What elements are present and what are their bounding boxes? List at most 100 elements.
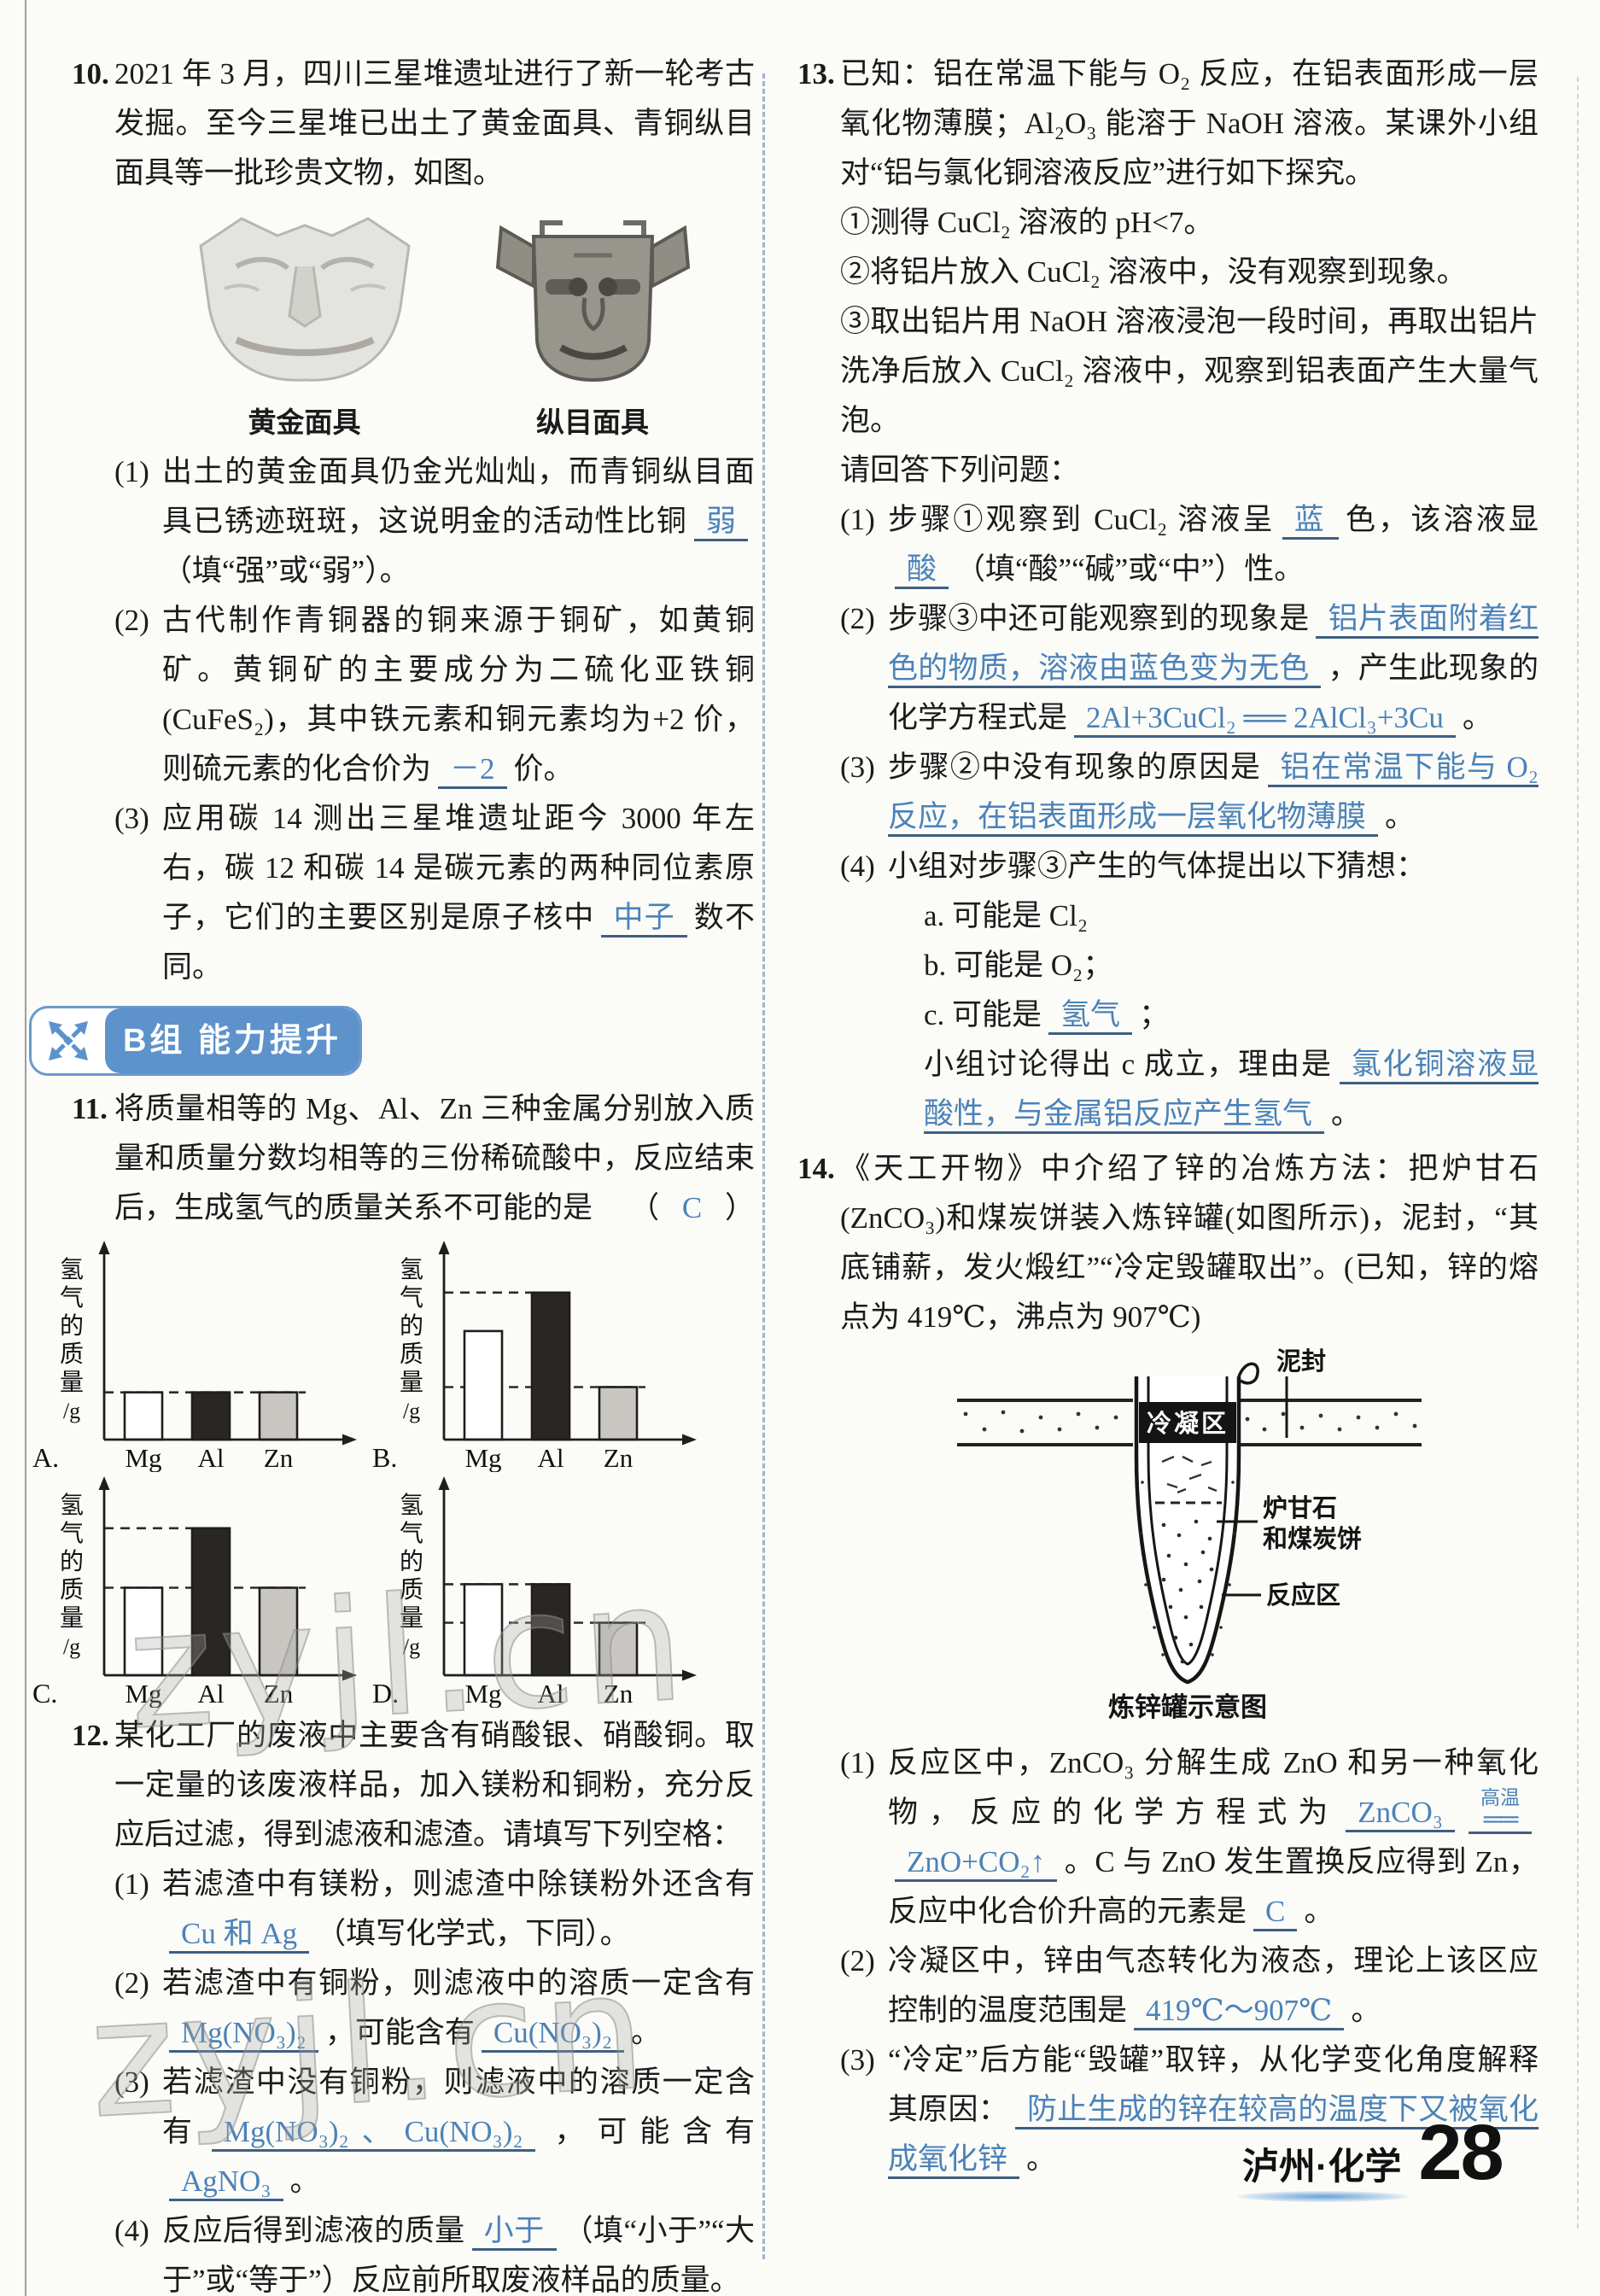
question-13-intro: 已知：铝在常温下能与 O₂ 反应，在铝表面形成一层氧化物薄膜；Al₂O₃ 能溶于… [840, 57, 1539, 190]
answer-blank: 弱 [693, 505, 748, 541]
answer-blank: 氯化铜溶液显酸性，与金属铝反应产生氢气 [924, 1048, 1539, 1134]
diagram-caption: 炼锌罐示意图 [1108, 1692, 1267, 1722]
svg-text:Zn: Zn [264, 1679, 294, 1708]
calamine-label-1: 炉甘石 [1263, 1494, 1337, 1522]
svg-text:的: 的 [400, 1312, 423, 1340]
answer-blank: ZnO+CO₂↑ [895, 1845, 1058, 1882]
text-run: 冷凝区中，锌由气态转化为液态，理论上该区应控制的温度范围是 [888, 1944, 1539, 2027]
text-run: 。 [1462, 701, 1492, 734]
q12-part-2: (2) 若滤渣中有铜粉，则滤液中的溶质一定含有 Mg(NO₃)₂ ，可能含有 Cu(N… [114, 1959, 755, 2058]
text-run: ，产生此现象的化学方程式是 [888, 651, 1539, 734]
answer-blank: －2 [438, 752, 507, 789]
svg-text:质: 质 [60, 1576, 84, 1604]
badge-label: B组 能力提升 [122, 1023, 342, 1059]
text-run: 。 [1304, 1895, 1334, 1928]
answer-blank: C [1253, 1895, 1298, 1931]
q12-part-4: (4) 反应后得到滤液的质量 小于 （填“小于”“大于”或“等于”）反应前所取废液样… [114, 2206, 755, 2296]
mud-seal-label: 泥封 [1276, 1347, 1326, 1376]
svg-text:/g: /g [403, 1634, 420, 1659]
part-text: “冷定”后方能“毁罐”取锌，从化学变化角度解释其原因： 防止生成的锌在较高的温度下… [888, 2043, 1539, 2179]
question-10-intro: 2021 年 3 月，四川三星堆遗址进行了新一轮考古发掘。至今三星堆已出土了黄金… [114, 57, 755, 190]
answer-blank: 蓝 [1282, 503, 1339, 540]
part-number: (3) [840, 2043, 875, 2077]
q13-prompt: 请回答下列问题： [840, 453, 1080, 487]
part-number: (2) [840, 602, 875, 635]
condensation-zone-label: 冷凝区 [1147, 1410, 1229, 1438]
text-run: （填“小于”“大于”或“等于”）反应前所取废液样品的质量。 [162, 2214, 755, 2296]
text-run: 小组对步骤③产生的气体提出以下猜想： [888, 850, 1427, 883]
svg-text:B.: B. [372, 1442, 397, 1472]
text-run: b. 可能是 O₂； [924, 949, 1113, 982]
svg-text:气: 气 [60, 1284, 84, 1312]
upper-marks [1161, 1455, 1218, 1494]
q10-part-2: (2) 古代制作青铜器的铜来源于铜矿，如黄铜矿。黄铜矿的主要成分为二硫化亚铁铜(… [114, 596, 755, 794]
footer-swoosh-decoration [1237, 2191, 1410, 2202]
page-footer: 泸州·化学 28 [1237, 2113, 1504, 2202]
part-number: (1) [840, 503, 875, 536]
gold-mask-figure: 黄金面具 [177, 207, 433, 442]
page-edge-dashed-line [1577, 77, 1579, 2229]
answer-choice: （ C ） [629, 1183, 755, 1233]
wall-texture-dots [1139, 1481, 1236, 1656]
answer-blank: 2Al+3CuCl₂ ══ 2AlCl₃+3Cu [1074, 701, 1456, 738]
part-text: 应用碳 14 测出三星堆遗址距今 3000 年左右，碳 12 和碳 14 是碳元… [162, 802, 755, 984]
q11-option-chart-A: 氢气的质量/g Mg Al Zn A. [29, 1236, 369, 1473]
question-14-intro: 《天工开物》中介绍了锌的冶炼方法：把炉甘石(ZnCO₃)和煤炭饼装入炼锌罐(如图… [840, 1152, 1539, 1334]
q10-part-1: (1) 出土的黄金面具仍金光灿灿，而青铜纵目面具已锈迹斑斑，这说明金的活动性比铜… [114, 447, 755, 596]
part-number: (3) [114, 2065, 149, 2099]
footer-edition: 泸州·化学 [1237, 2137, 1410, 2202]
stem-text: 将质量相等的 Mg、Al、Zn 三种金属分别放入质量和质量分数均相等的三份稀硫酸… [114, 1092, 755, 1224]
q14-part-1: (1) 反应区中，ZnCO₃ 分解生成 ZnO 和另一种氧化物，反应的化学方程式… [840, 1738, 1539, 1937]
svg-text:量: 量 [400, 1370, 423, 1396]
svg-text:Mg: Mg [464, 1443, 501, 1472]
svg-text:/g: /g [63, 1399, 80, 1423]
svg-text:Mg: Mg [125, 1679, 161, 1708]
text-run: 。 [1331, 1097, 1362, 1130]
equation-condition: 高温 ══ [1469, 1788, 1532, 1834]
part-text: 若滤渣中没有铜粉，则滤液中的溶质一定含有 Mg(NO₃)₂、Cu(NO₃)₂ ，可能… [162, 2065, 755, 2201]
q13-step-2: ②将铝片放入 CuCl₂ 溶液中，没有观察到现象。 [840, 255, 1467, 289]
answer-blank: 防止生成的锌在较高的温度下又被氧化成氧化锌 [888, 2093, 1539, 2179]
text-run: 。 [1026, 2142, 1057, 2176]
svg-text:A.: A. [32, 1442, 59, 1472]
text-run: 色，该溶液显 [1345, 503, 1539, 536]
charge-dots [1161, 1519, 1214, 1664]
artifact-figure: 黄金面具 纵目 [114, 207, 755, 442]
text-run: 若滤渣中有镁粉，则滤渣中除镁粉外还含有 [162, 1867, 755, 1901]
svg-text:C.: C. [32, 1678, 57, 1708]
q13-step-3: ③取出铝片用 NaOH 溶液浸泡一段时间，再取出铝片洗净后放入 CuCl₂ 溶液… [840, 305, 1539, 437]
answer-blank: Mg(NO₃)₂ [169, 2016, 318, 2053]
part-number: (2) [114, 604, 149, 637]
q13-guess-c: c. 可能是 氢气； [888, 990, 1539, 1040]
vessel-spout [1237, 1362, 1259, 1385]
q13-part-2: (2) 步骤③中还可能观察到的现象是 铝片表面附着红色的物质，溶液由蓝色变为无色，… [840, 594, 1539, 743]
column-divider-dashed [762, 73, 765, 2259]
part-text: 小组对步骤③产生的气体提出以下猜想： [888, 850, 1426, 883]
part-number: (4) [840, 850, 875, 883]
q13-conclusion: 小组讨论得出 c 成立，理由是 氯化铜溶液显酸性，与金属铝反应产生氢气。 [888, 1040, 1539, 1139]
answer-blank: Cu(NO₃)₂ [481, 2016, 625, 2053]
svg-text:量: 量 [60, 1370, 84, 1396]
text-run: 。C 与 ZnO 发生置换反应得到 Zn，反应中化合价升高的元素是 [888, 1845, 1539, 1928]
text-run: c. 可能是 [924, 998, 1042, 1031]
text-run: 反应后得到滤液的质量 [162, 2214, 465, 2247]
q12-part-3: (3) 若滤渣中没有铜粉，则滤液中的溶质一定含有 Mg(NO₃)₂、Cu(NO₃)… [114, 2058, 755, 2206]
question-13: 13. 已知：铝在常温下能与 O₂ 反应，在铝表面形成一层氧化物薄膜；Al₂O₃… [797, 50, 1539, 1139]
question-14: 14. 《天工开物》中介绍了锌的冶炼方法：把炉甘石(ZnCO₃)和煤炭饼装入炼锌… [797, 1144, 1539, 2184]
answer-letter: C [681, 1191, 703, 1224]
text-run: 。 [1351, 1994, 1381, 2027]
left-column: 10. 2021 年 3 月，四川三星堆遗址进行了新一轮考古发掘。至今三星堆已出… [29, 50, 755, 2296]
text-run: 步骤①观察到 CuCl₂ 溶液呈 [888, 503, 1276, 536]
gold-mask-image [198, 217, 411, 382]
text-run: 步骤②中没有现象的原因是 [888, 751, 1262, 784]
svg-text:氢: 氢 [60, 1492, 84, 1519]
text-run: 反应区中，ZnCO₃ 分解生成 ZnO 和另一种氧化物，反应的化学方程式为 [888, 1746, 1539, 1829]
part-number: (3) [840, 751, 875, 784]
svg-text:Zn: Zn [604, 1443, 634, 1472]
svg-text:的: 的 [60, 1548, 84, 1575]
part-number: (1) [114, 455, 149, 488]
svg-text:氢: 氢 [400, 1256, 423, 1283]
paren-close: ） [724, 1191, 755, 1224]
part-number: (4) [114, 2214, 149, 2247]
